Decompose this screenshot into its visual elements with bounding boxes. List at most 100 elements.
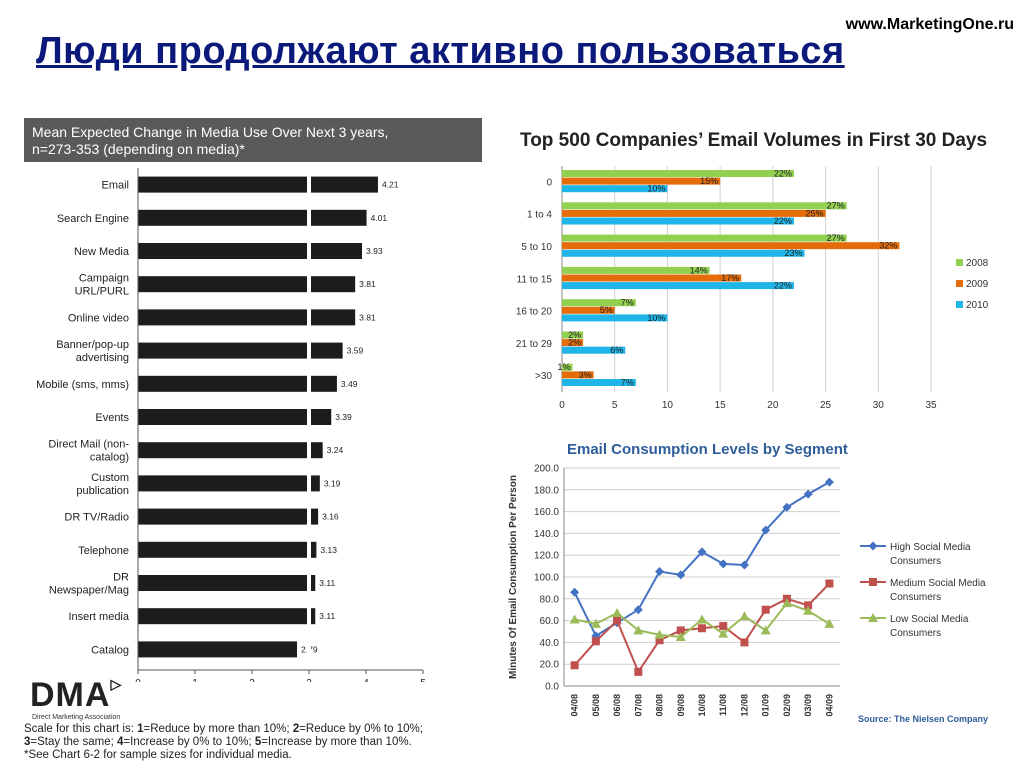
email-consumption-chart: Email Consumption Levels by Segment 0.0 20…	[508, 441, 988, 724]
email-x-tick-label: 35	[925, 400, 937, 411]
dma-bar	[138, 608, 316, 625]
consumption-y-tick-label: 60.0	[540, 616, 560, 627]
consumption-x-tick-label: 08/08	[655, 694, 665, 717]
consumption-x-tick-label: 10/08	[697, 694, 707, 717]
dma-category-label: Telephone	[78, 545, 129, 557]
consumption-marker	[761, 605, 770, 614]
dma-category-label-line: Custom	[91, 472, 129, 484]
consumption-chart-title: Email Consumption Levels by Segment	[567, 441, 848, 458]
consumption-marker	[740, 638, 749, 647]
dma-chart-panel: Mean Expected Change in Media Use Over N…	[24, 118, 482, 763]
consumption-x-tick-label: 12/08	[739, 694, 749, 717]
email-legend-label: 2009	[966, 279, 989, 290]
dma-value-label: 3.11	[319, 578, 335, 588]
consumption-y-tick-label: 180.0	[534, 485, 559, 496]
consumption-marker	[655, 636, 664, 645]
dma-category-label-line: Email	[101, 180, 129, 192]
dma-category-label-line: Newspaper/Mag	[49, 585, 129, 597]
dma-category-label: Search Engine	[57, 213, 129, 225]
consumption-marker	[825, 579, 834, 588]
dma-value-label: 4.01	[371, 213, 388, 223]
dma-logo-subtitle: Direct Marketing Association	[32, 714, 121, 721]
consumption-marker	[761, 525, 771, 535]
consumption-marker	[804, 601, 813, 610]
email-bar-2010	[562, 282, 794, 290]
consumption-y-tick-label: 80.0	[540, 594, 560, 605]
consumption-y-axis-label: Minutes Of Email Consumption Per Person	[508, 475, 519, 679]
email-bar-label: 3%	[579, 370, 592, 380]
dma-chart-title: Mean Expected Change in Media Use Over N…	[32, 124, 389, 140]
email-chart-title: Top 500 Companies’ Email Volumes in Firs…	[520, 130, 987, 151]
dma-category-label-line: catalog)	[90, 452, 129, 464]
consumption-x-tick-label: 04/08	[570, 694, 580, 717]
consumption-marker	[570, 587, 580, 597]
consumption-marker	[869, 578, 877, 586]
consumption-legend-label: Consumers	[890, 592, 941, 603]
email-bar-label: 23%	[784, 248, 802, 258]
email-legend-label: 2010	[966, 300, 989, 311]
dma-category-label: Campaign URL/PURL	[75, 273, 129, 298]
email-category-label: 1 to 4	[527, 210, 552, 221]
dma-x-tick-label: 4	[363, 678, 369, 682]
dma-bar	[138, 475, 320, 492]
consumption-marker	[654, 629, 665, 639]
dma-bar	[138, 375, 337, 392]
consumption-marker	[739, 560, 749, 570]
consumption-x-tick-label: 11/08	[718, 694, 728, 716]
dma-bar	[138, 442, 323, 459]
consumption-marker	[633, 625, 644, 635]
consumption-marker	[718, 559, 728, 569]
email-bar-2010	[562, 379, 636, 386]
dma-category-label-line: publication	[76, 485, 129, 497]
email-bar-label: 17%	[721, 273, 739, 283]
email-bar-label: 14%	[690, 265, 708, 275]
consumption-marker	[697, 614, 707, 624]
email-bar-label: 22%	[774, 281, 792, 291]
dma-category-label: Custom publication	[76, 472, 129, 497]
email-legend-swatch-2010	[956, 301, 963, 308]
consumption-y-tick-label: 140.0	[534, 529, 559, 540]
dma-category-label-line: New Media	[74, 246, 130, 258]
dma-category-label-line: URL/PURL	[75, 286, 129, 298]
consumption-series-line	[573, 481, 830, 638]
email-category-label: 11 to 15	[517, 274, 553, 285]
dma-bar	[138, 243, 363, 259]
dma-bar	[138, 409, 332, 425]
consumption-marker	[868, 613, 878, 622]
consumption-marker	[782, 502, 792, 512]
consumption-marker	[591, 637, 600, 646]
dma-chart-subtitle: n=273-353 (depending on media)*	[32, 141, 245, 157]
dma-category-label-line: Mobile (sms, mms)	[36, 379, 129, 391]
site-url: www.MarketingOne.ru	[845, 16, 1014, 33]
consumption-legend-label: High Social Media	[890, 542, 971, 553]
email-bar-2008	[562, 234, 847, 242]
dma-value-label: 3.81	[359, 279, 376, 289]
consumption-y-tick-label: 40.0	[540, 638, 560, 649]
dma-value-label: 3.81	[359, 312, 376, 322]
consumption-marker	[824, 477, 834, 487]
email-bar-label: 27%	[827, 201, 845, 211]
email-x-tick-label: 30	[873, 400, 885, 411]
consumption-marker	[590, 618, 601, 628]
dma-category-label: Catalog	[91, 644, 129, 656]
dma-bar	[138, 176, 378, 193]
consumption-marker	[569, 614, 580, 624]
dma-bar	[138, 641, 298, 658]
email-bar-2008	[562, 170, 794, 177]
dma-value-label: 3.24	[327, 445, 344, 455]
consumption-marker	[781, 598, 792, 608]
consumption-y-tick-label: 0.0	[545, 682, 559, 693]
email-bar-label: 10%	[647, 313, 665, 323]
email-bar-2009	[562, 242, 900, 250]
slide-title: Люди продолжают активно пользоваться	[36, 30, 845, 72]
email-bar-label: 25%	[806, 208, 824, 218]
dma-category-label: DR TV/Radio	[64, 512, 129, 524]
dma-bar	[138, 209, 367, 226]
email-x-tick-label: 10	[662, 400, 674, 411]
consumption-legend-label: Consumers	[890, 556, 941, 567]
dma-value-label: 3.39	[335, 412, 352, 422]
dma-category-label-line: DR	[113, 572, 129, 584]
email-bar-2009	[562, 274, 742, 282]
dma-category-label: DR Newspaper/Mag	[49, 572, 129, 597]
dma-note-line-1: Scale for this chart is: 1=Reduce by mor…	[24, 723, 423, 735]
